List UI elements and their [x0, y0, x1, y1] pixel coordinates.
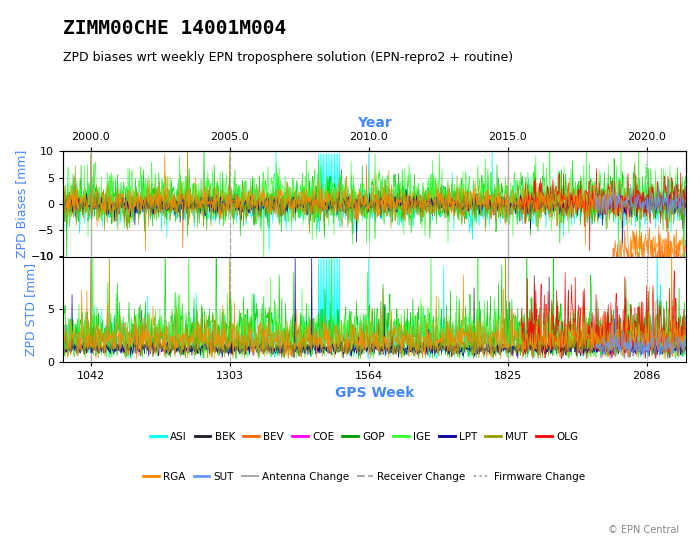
- Text: © EPN Central: © EPN Central: [608, 524, 679, 535]
- Legend: ASI, BEK, BEV, COE, GOP, IGE, LPT, MUT, OLG: ASI, BEK, BEV, COE, GOP, IGE, LPT, MUT, …: [146, 427, 582, 446]
- Y-axis label: ZPD STD [mm]: ZPD STD [mm]: [25, 262, 37, 356]
- X-axis label: Year: Year: [357, 116, 392, 130]
- Text: ZIMM00CHE 14001M004: ZIMM00CHE 14001M004: [63, 19, 286, 38]
- Text: ZPD biases wrt weekly EPN troposphere solution (EPN-repro2 + routine): ZPD biases wrt weekly EPN troposphere so…: [63, 51, 513, 64]
- X-axis label: GPS Week: GPS Week: [335, 387, 414, 400]
- Legend: RGA, SUT, Antenna Change, Receiver Change, Firmware Change: RGA, SUT, Antenna Change, Receiver Chang…: [139, 468, 589, 486]
- Y-axis label: ZPD Biases [mm]: ZPD Biases [mm]: [15, 150, 28, 258]
